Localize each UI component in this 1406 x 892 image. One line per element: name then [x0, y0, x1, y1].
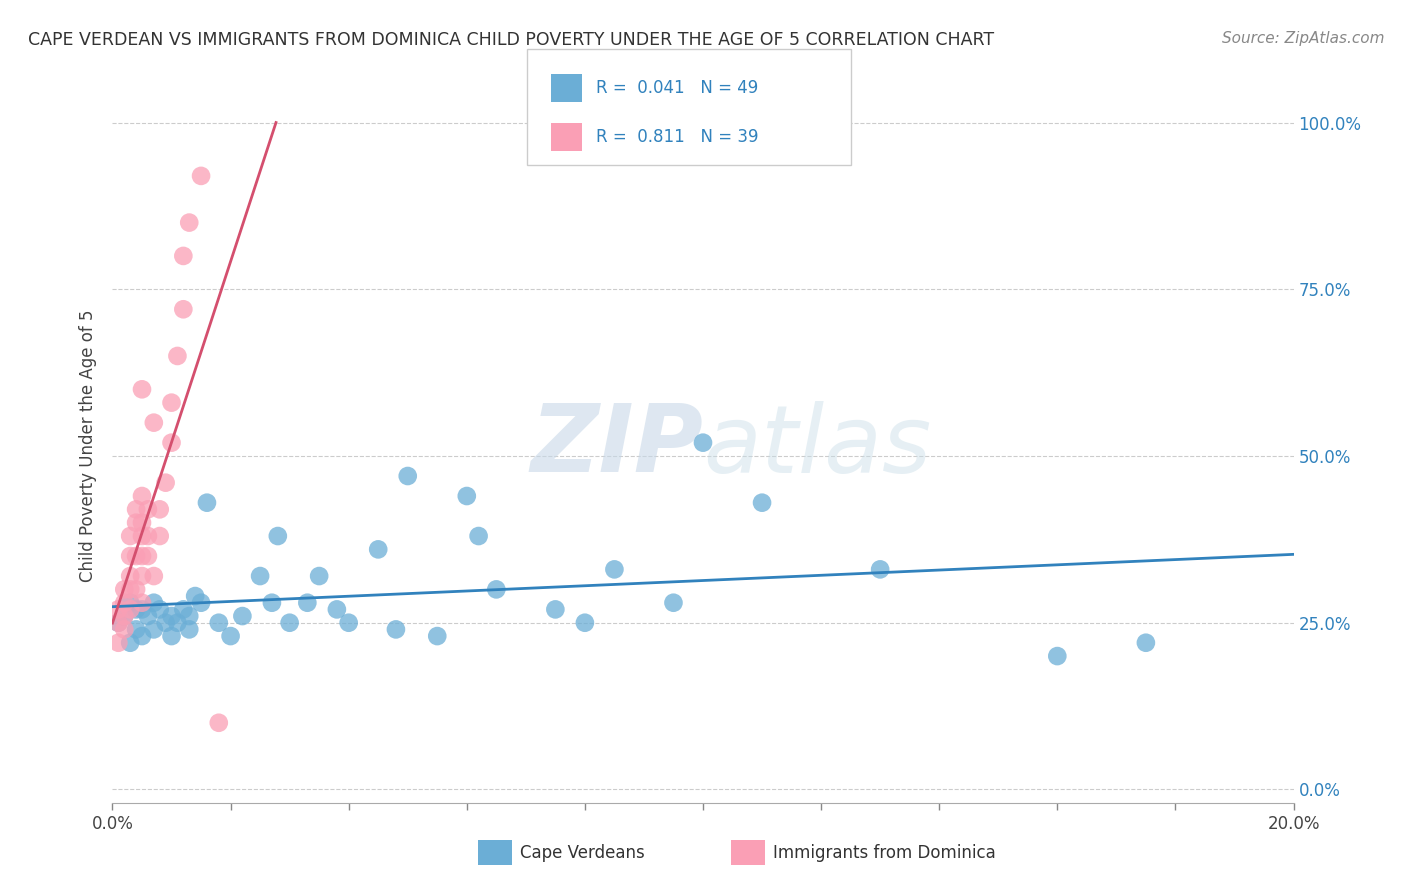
- Point: [195, 496, 218, 510]
- Point: [149, 529, 172, 543]
- Point: [149, 502, 172, 516]
- Point: [426, 629, 449, 643]
- Point: [107, 602, 129, 616]
- Point: [131, 529, 153, 543]
- Point: [107, 615, 129, 630]
- Point: [219, 629, 242, 643]
- Point: [249, 569, 271, 583]
- Point: [1046, 649, 1069, 664]
- Point: [120, 569, 142, 583]
- Point: [172, 602, 194, 616]
- Point: [160, 435, 183, 450]
- Point: [166, 615, 188, 630]
- Point: [112, 596, 135, 610]
- Point: [172, 302, 194, 317]
- Point: [125, 582, 148, 597]
- Point: [120, 529, 142, 543]
- Point: [208, 715, 231, 730]
- Point: [231, 609, 253, 624]
- Text: atlas: atlas: [703, 401, 931, 491]
- Point: [208, 615, 231, 630]
- Point: [267, 529, 290, 543]
- Point: [278, 615, 301, 630]
- Point: [155, 615, 177, 630]
- Point: [120, 602, 142, 616]
- Point: [131, 596, 153, 610]
- Point: [125, 602, 148, 616]
- Point: [142, 416, 165, 430]
- Point: [125, 549, 148, 563]
- Point: [574, 615, 596, 630]
- Point: [544, 602, 567, 616]
- Point: [367, 542, 389, 557]
- Point: [136, 549, 159, 563]
- Point: [179, 216, 201, 230]
- Point: [120, 596, 142, 610]
- Point: [485, 582, 508, 597]
- Point: [125, 516, 148, 530]
- Point: [166, 349, 188, 363]
- Point: [131, 489, 153, 503]
- Point: [142, 569, 165, 583]
- Point: [190, 596, 212, 610]
- Point: [396, 469, 419, 483]
- Point: [662, 596, 685, 610]
- Point: [112, 609, 135, 624]
- Point: [112, 623, 135, 637]
- Point: [149, 602, 172, 616]
- Point: [326, 602, 349, 616]
- Point: [297, 596, 319, 610]
- Point: [467, 529, 489, 543]
- Text: ZIP: ZIP: [530, 400, 703, 492]
- Text: Cape Verdeans: Cape Verdeans: [520, 844, 645, 862]
- Point: [385, 623, 408, 637]
- Point: [131, 549, 153, 563]
- Point: [131, 629, 153, 643]
- Point: [308, 569, 330, 583]
- Point: [131, 516, 153, 530]
- Point: [112, 582, 135, 597]
- Point: [120, 636, 142, 650]
- Point: [260, 596, 283, 610]
- Point: [136, 529, 159, 543]
- Point: [112, 609, 135, 624]
- Point: [120, 582, 142, 597]
- Point: [142, 623, 165, 637]
- Point: [120, 549, 142, 563]
- Point: [131, 382, 153, 396]
- Point: [142, 596, 165, 610]
- Point: [125, 502, 148, 516]
- Point: [692, 435, 714, 450]
- Point: [131, 602, 153, 616]
- Point: [136, 502, 159, 516]
- Point: [603, 562, 626, 576]
- Text: Immigrants from Dominica: Immigrants from Dominica: [773, 844, 995, 862]
- Point: [1135, 636, 1157, 650]
- Point: [190, 169, 212, 183]
- Point: [160, 395, 183, 409]
- Point: [107, 636, 129, 650]
- Text: R =  0.041   N = 49: R = 0.041 N = 49: [596, 78, 758, 96]
- Text: Source: ZipAtlas.com: Source: ZipAtlas.com: [1222, 31, 1385, 46]
- Point: [179, 609, 201, 624]
- Point: [125, 623, 148, 637]
- Point: [751, 496, 773, 510]
- Point: [184, 589, 207, 603]
- Point: [172, 249, 194, 263]
- Y-axis label: Child Poverty Under the Age of 5: Child Poverty Under the Age of 5: [79, 310, 97, 582]
- Point: [107, 615, 129, 630]
- Point: [160, 629, 183, 643]
- Text: CAPE VERDEAN VS IMMIGRANTS FROM DOMINICA CHILD POVERTY UNDER THE AGE OF 5 CORREL: CAPE VERDEAN VS IMMIGRANTS FROM DOMINICA…: [28, 31, 994, 49]
- Point: [131, 569, 153, 583]
- Point: [456, 489, 478, 503]
- Text: R =  0.811   N = 39: R = 0.811 N = 39: [596, 128, 759, 146]
- Point: [179, 623, 201, 637]
- Point: [155, 475, 177, 490]
- Point: [869, 562, 891, 576]
- Point: [337, 615, 360, 630]
- Point: [160, 609, 183, 624]
- Point: [136, 609, 159, 624]
